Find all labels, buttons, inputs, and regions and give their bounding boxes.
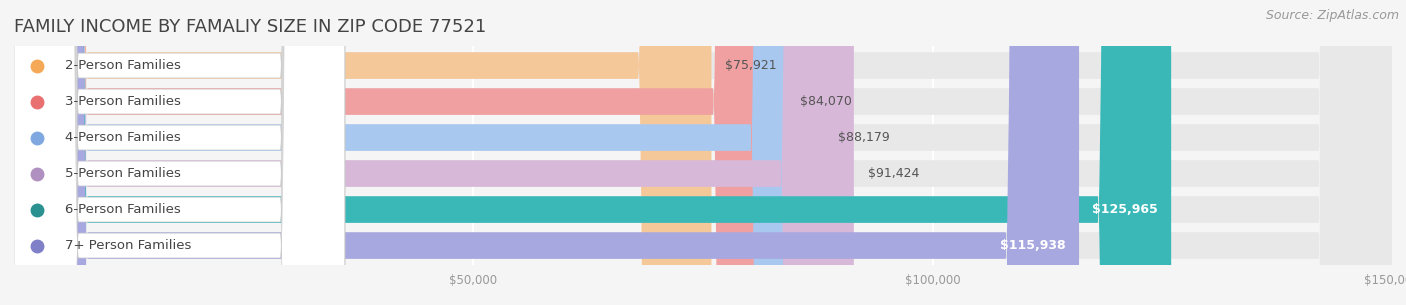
Text: $115,938: $115,938 [1000,239,1066,252]
Text: $75,921: $75,921 [725,59,778,72]
FancyBboxPatch shape [14,0,344,305]
Text: FAMILY INCOME BY FAMALIY SIZE IN ZIP CODE 77521: FAMILY INCOME BY FAMALIY SIZE IN ZIP COD… [14,18,486,36]
FancyBboxPatch shape [14,0,1392,305]
FancyBboxPatch shape [14,0,1392,305]
FancyBboxPatch shape [14,0,711,305]
FancyBboxPatch shape [14,0,344,305]
Text: $91,424: $91,424 [868,167,920,180]
Text: 4-Person Families: 4-Person Families [65,131,180,144]
FancyBboxPatch shape [14,0,853,305]
FancyBboxPatch shape [14,0,786,305]
FancyBboxPatch shape [14,0,344,305]
Text: $125,965: $125,965 [1091,203,1157,216]
FancyBboxPatch shape [14,0,1392,305]
Text: Source: ZipAtlas.com: Source: ZipAtlas.com [1265,9,1399,22]
FancyBboxPatch shape [14,0,1392,305]
FancyBboxPatch shape [14,0,344,305]
FancyBboxPatch shape [14,0,1392,305]
FancyBboxPatch shape [14,0,1078,305]
FancyBboxPatch shape [14,0,344,305]
FancyBboxPatch shape [14,0,1392,305]
FancyBboxPatch shape [14,0,344,305]
Text: 2-Person Families: 2-Person Families [65,59,180,72]
FancyBboxPatch shape [14,0,824,305]
Text: 3-Person Families: 3-Person Families [65,95,180,108]
Text: $84,070: $84,070 [800,95,852,108]
FancyBboxPatch shape [14,0,1171,305]
Text: $88,179: $88,179 [838,131,890,144]
Text: 6-Person Families: 6-Person Families [65,203,180,216]
Text: 5-Person Families: 5-Person Families [65,167,180,180]
Text: 7+ Person Families: 7+ Person Families [65,239,191,252]
